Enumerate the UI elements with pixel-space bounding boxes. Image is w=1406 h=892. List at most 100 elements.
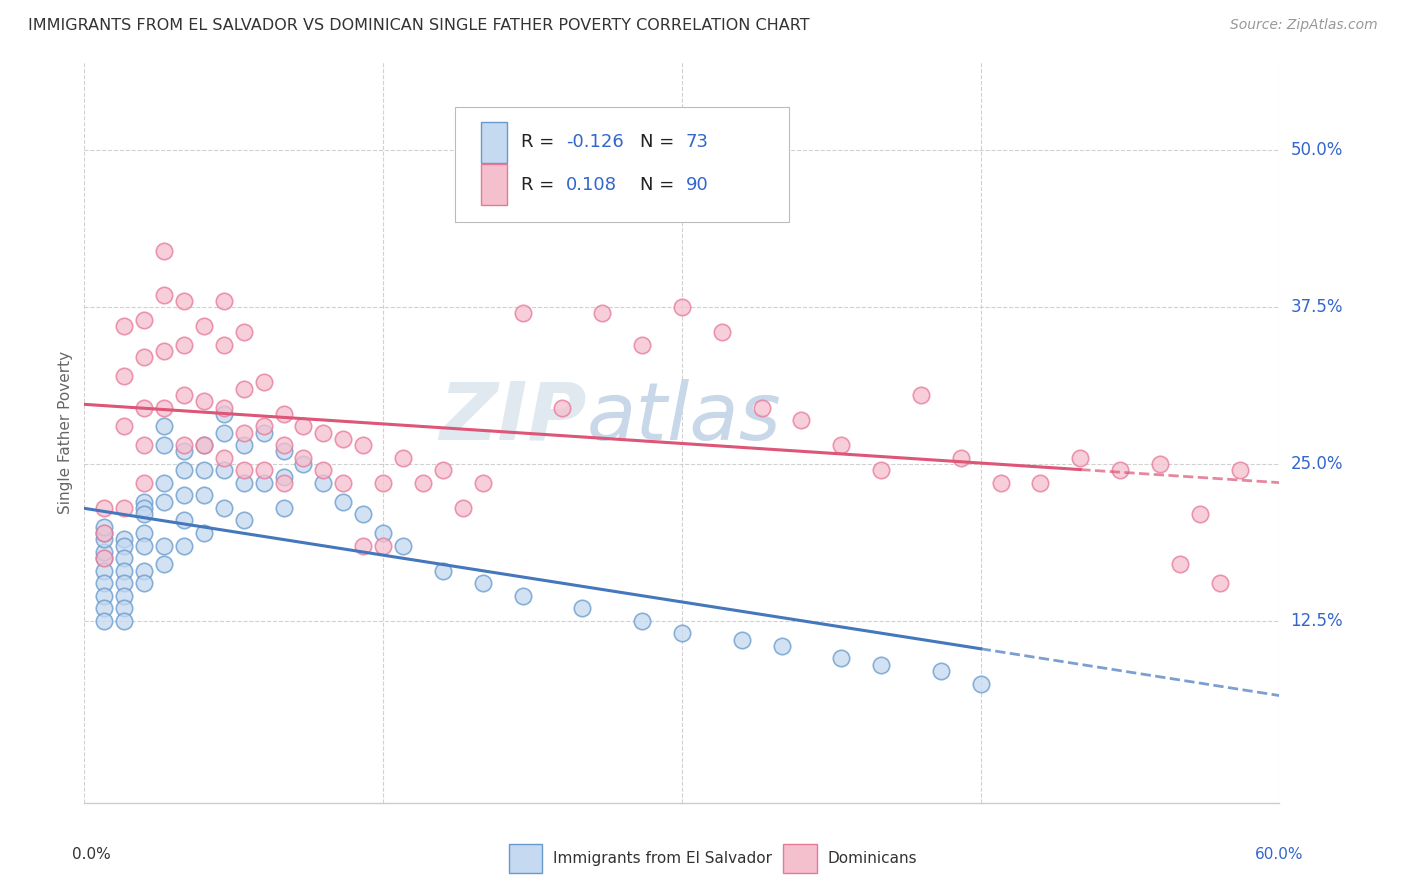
Text: 0.0%: 0.0% [73, 847, 111, 863]
Point [153, 494, 176, 508]
Point [1229, 463, 1251, 477]
FancyBboxPatch shape [783, 844, 817, 873]
Point [292, 419, 315, 434]
Point [1069, 450, 1091, 465]
Point [591, 306, 613, 320]
Point [770, 639, 793, 653]
Text: R =: R = [520, 176, 560, 194]
Point [253, 425, 276, 440]
Point [132, 351, 156, 365]
Point [193, 526, 215, 541]
Point [212, 407, 235, 421]
Point [193, 438, 215, 452]
Point [631, 338, 654, 352]
Point [132, 438, 156, 452]
Text: 50.0%: 50.0% [1291, 141, 1343, 160]
Point [232, 438, 254, 452]
Point [132, 500, 156, 515]
Point [153, 475, 176, 490]
Point [153, 419, 176, 434]
Point [970, 676, 993, 690]
Point [830, 651, 852, 665]
Point [93, 526, 115, 541]
Point [571, 601, 593, 615]
Text: atlas: atlas [586, 379, 782, 457]
Point [232, 425, 254, 440]
Point [132, 494, 156, 508]
Text: 90: 90 [686, 176, 709, 194]
Point [112, 614, 135, 628]
Point [312, 463, 335, 477]
Point [910, 388, 932, 402]
Point [352, 507, 374, 521]
Point [153, 401, 176, 415]
Point [332, 432, 354, 446]
Point [671, 300, 693, 314]
Point [253, 463, 276, 477]
Point [870, 463, 893, 477]
Point [173, 388, 195, 402]
Text: R =: R = [520, 134, 560, 152]
Point [432, 463, 454, 477]
Point [751, 401, 773, 415]
Point [273, 469, 295, 483]
Point [93, 500, 115, 515]
FancyBboxPatch shape [509, 844, 543, 873]
Point [232, 382, 254, 396]
Point [112, 539, 135, 553]
Point [153, 438, 176, 452]
Point [352, 539, 374, 553]
Text: 60.0%: 60.0% [1256, 847, 1303, 863]
Point [212, 450, 235, 465]
Point [451, 500, 474, 515]
Point [112, 500, 135, 515]
Point [173, 293, 195, 308]
Point [870, 657, 893, 672]
Text: Immigrants from El Salvador: Immigrants from El Salvador [553, 851, 772, 866]
Point [432, 564, 454, 578]
Point [253, 475, 276, 490]
Point [671, 626, 693, 640]
Point [512, 306, 534, 320]
Point [193, 394, 215, 409]
Point [830, 438, 852, 452]
Point [1149, 457, 1171, 471]
Point [212, 463, 235, 477]
Point [112, 419, 135, 434]
Text: 0.108: 0.108 [567, 176, 617, 194]
Text: IMMIGRANTS FROM EL SALVADOR VS DOMINICAN SINGLE FATHER POVERTY CORRELATION CHART: IMMIGRANTS FROM EL SALVADOR VS DOMINICAN… [28, 18, 810, 33]
Point [112, 318, 135, 333]
Point [93, 520, 115, 534]
Point [173, 438, 195, 452]
Point [332, 494, 354, 508]
Point [253, 376, 276, 390]
Text: Dominicans: Dominicans [828, 851, 917, 866]
FancyBboxPatch shape [481, 164, 508, 205]
Point [990, 475, 1012, 490]
Text: ZIP: ZIP [439, 379, 586, 457]
Point [273, 407, 295, 421]
Point [232, 325, 254, 339]
Point [471, 475, 494, 490]
Text: N =: N = [640, 176, 681, 194]
Point [1188, 507, 1211, 521]
Point [153, 244, 176, 258]
Point [949, 450, 972, 465]
Point [93, 545, 115, 559]
Point [132, 526, 156, 541]
Point [93, 614, 115, 628]
Point [212, 425, 235, 440]
Point [1168, 558, 1191, 572]
Text: 25.0%: 25.0% [1291, 455, 1343, 473]
Point [710, 325, 733, 339]
Y-axis label: Single Father Poverty: Single Father Poverty [58, 351, 73, 514]
Text: -0.126: -0.126 [567, 134, 624, 152]
Point [153, 287, 176, 301]
Point [132, 507, 156, 521]
Point [193, 463, 215, 477]
Text: 12.5%: 12.5% [1291, 612, 1343, 630]
Point [93, 551, 115, 566]
Point [1029, 475, 1052, 490]
Point [132, 401, 156, 415]
Point [232, 475, 254, 490]
